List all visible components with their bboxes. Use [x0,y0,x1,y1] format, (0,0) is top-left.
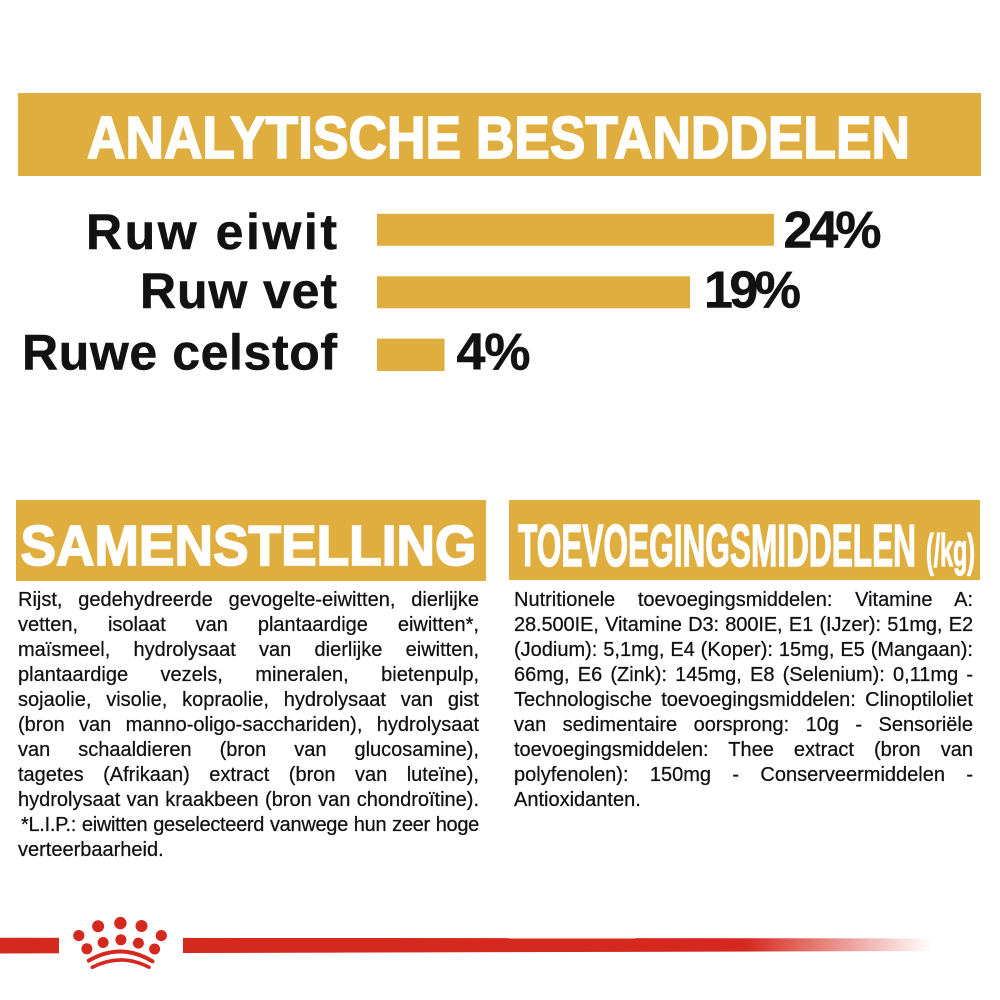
svg-text:24%: 24% [784,202,882,260]
svg-text:(/kg): (/kg) [926,525,975,576]
svg-text:4%: 4% [457,324,531,382]
svg-text:19%: 19% [704,262,801,320]
svg-text:SAMENSTELLING: SAMENSTELLING [21,514,477,578]
svg-text:ANALYTISCHE BESTANDDELEN: ANALYTISCHE BESTANDDELEN [87,104,910,171]
svg-text:Ruw eiwit: Ruw eiwit [86,204,337,260]
svg-text:TOEVOEGINGSMIDDELEN: TOEVOEGINGSMIDDELEN [518,513,916,579]
svg-text:Ruwe celstof: Ruwe celstof [22,325,337,381]
svg-text:Ruw vet: Ruw vet [140,263,337,319]
